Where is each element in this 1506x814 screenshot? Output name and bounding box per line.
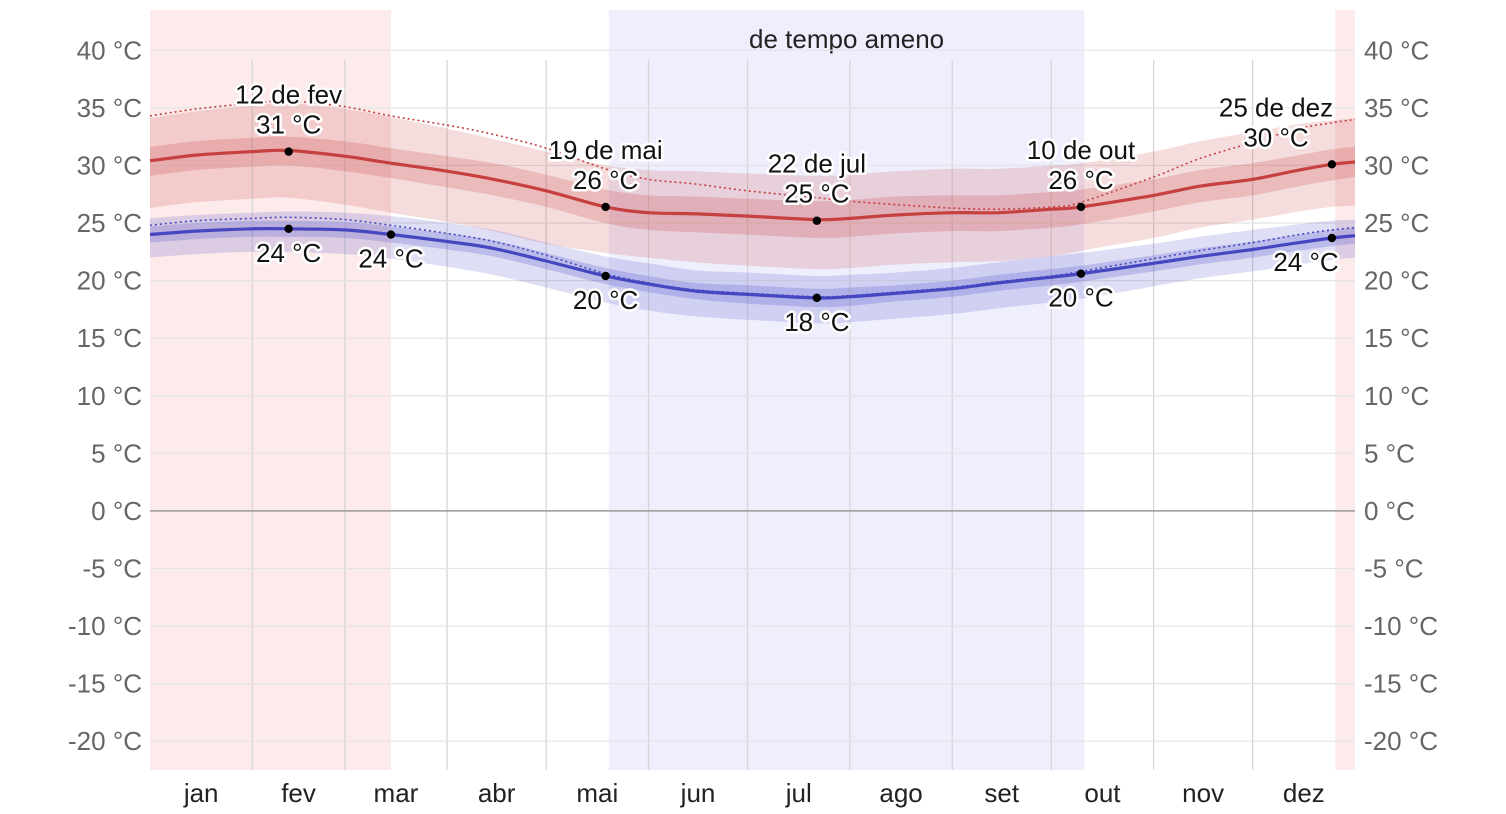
annotation-date: 22 de jul (768, 149, 866, 179)
month-label: mai (576, 778, 618, 808)
y-tick-label-left: 10 °C (77, 381, 142, 411)
high-temperature-line (149, 148, 1356, 222)
annotation-point (386, 230, 396, 239)
y-tick-label-right: -5 °C (1364, 553, 1424, 583)
y-tick-label-right: -10 °C (1364, 611, 1438, 641)
month-label: dez (1283, 778, 1325, 808)
annotation-point (601, 202, 610, 212)
month-label: set (984, 778, 1019, 808)
temperature-lines (149, 100, 1356, 300)
y-tick-label-left: 35 °C (77, 93, 142, 123)
annotation-temp: 30 °C (1243, 122, 1308, 152)
month-label: fev (281, 778, 316, 808)
y-tick-label-right: 10 °C (1364, 381, 1429, 411)
annotation-point (1076, 202, 1086, 212)
annotation-temp: 24 °C (256, 238, 321, 268)
y-tick-label-left: -20 °C (68, 726, 142, 756)
y-tick-label-left: -15 °C (68, 669, 142, 699)
annotation-temp: 20 °C (573, 285, 638, 315)
annotation-date: 25 de dez (1219, 92, 1333, 122)
high-band-p10-p90 (150, 103, 1355, 270)
annotation-temp: 25 °C (784, 179, 849, 209)
annotation-temp: 26 °C (1048, 165, 1113, 195)
annotation-point (1327, 233, 1337, 243)
annotation-temp: 24 °C (358, 244, 423, 274)
high-band-p25-p75 (150, 136, 1355, 239)
month-label: jul (785, 778, 812, 808)
annotation-point (284, 147, 293, 156)
season-band (150, 10, 391, 770)
annotation-point (1076, 269, 1086, 278)
annotation-date: 12 de fev (235, 80, 342, 110)
y-tick-label-left: 30 °C (77, 150, 142, 180)
annotation-temp: 24 °C (1273, 247, 1338, 277)
y-tick-label-left: -10 °C (68, 611, 142, 641)
month-label: jan (183, 778, 219, 808)
annotation-point (1327, 160, 1337, 169)
annotation-date: 19 de mai (548, 135, 662, 165)
annotation-date: 10 de out (1027, 135, 1136, 165)
y-tick-label-right: 20 °C (1364, 266, 1429, 296)
y-tick-label-left: 20 °C (77, 266, 142, 296)
y-tick-label-right: 35 °C (1364, 93, 1429, 123)
y-tick-label-right: 5 °C (1364, 438, 1415, 468)
y-tick-label-right: 30 °C (1364, 150, 1429, 180)
y-tick-label-right: 40 °C (1364, 35, 1429, 65)
y-tick-label-right: 0 °C (1364, 496, 1415, 526)
annotation-point (812, 293, 822, 303)
y-tick-label-left: 5 °C (91, 438, 142, 468)
y-tick-label-right: -20 °C (1364, 726, 1438, 756)
y-tick-label-left: -5 °C (82, 553, 142, 583)
season-band (1335, 10, 1355, 770)
low-band-p10-p90 (150, 211, 1355, 324)
month-label: jun (680, 778, 716, 808)
low-temperature-line (149, 226, 1356, 300)
y-tick-label-left: 25 °C (77, 208, 142, 238)
season-band (608, 10, 1085, 770)
annotation-temp: 26 °C (573, 165, 638, 195)
season-bands: de tempo ameno (150, 10, 1355, 770)
grid (150, 49, 1355, 770)
month-label: mar (374, 778, 419, 808)
y-tick-label-right: 25 °C (1364, 208, 1429, 238)
axis-labels: 40 °C 40 °C 35 °C 35 °C 30 °C 30 °C 25 °C 25 °C… (68, 35, 1438, 808)
y-tick-label-left: 40 °C (77, 35, 142, 65)
annotation-temp: 20 °C (1048, 283, 1113, 313)
annotation-temp: 31 °C (256, 110, 321, 140)
y-tick-label-left: 15 °C (77, 323, 142, 353)
annotation-temp: 18 °C (784, 307, 849, 337)
annotation-point (601, 271, 610, 281)
annotation-point (812, 216, 822, 225)
month-label: nov (1182, 778, 1224, 808)
annotation-point (284, 224, 293, 233)
month-label: out (1084, 778, 1121, 808)
month-label: abr (478, 778, 516, 808)
month-label: ago (879, 778, 922, 808)
y-tick-label-right: 15 °C (1364, 323, 1429, 353)
season-label: de tempo ameno (749, 24, 944, 54)
y-tick-label-right: -15 °C (1364, 669, 1438, 699)
y-tick-label-left: 0 °C (91, 496, 142, 526)
high-temperature-bands (150, 103, 1355, 270)
